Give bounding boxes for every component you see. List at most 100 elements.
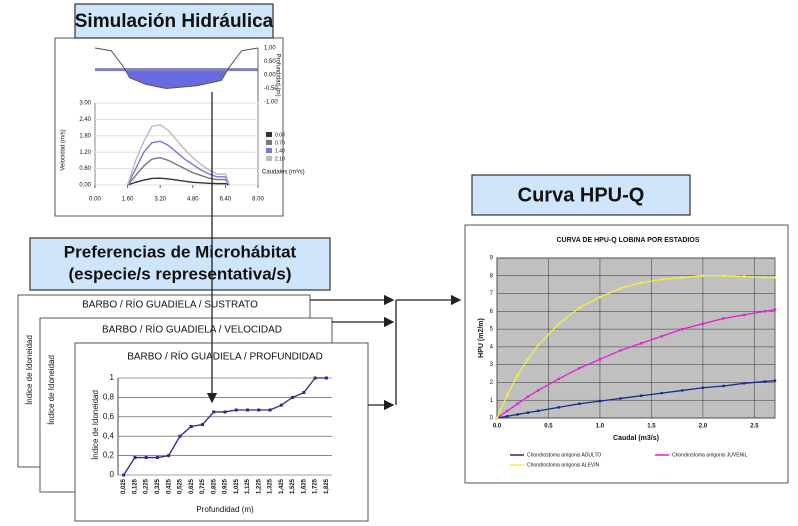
y-tick-label: -0.50 xyxy=(264,86,278,92)
point xyxy=(639,394,643,397)
point xyxy=(557,406,560,409)
x-tick-label: 3.20 xyxy=(154,197,166,203)
point xyxy=(763,276,766,279)
point xyxy=(144,456,148,460)
point xyxy=(598,399,602,403)
chart-title: CURVA DE HPU-Q LOBINA POR ESTADIOS xyxy=(557,237,700,244)
point xyxy=(763,380,766,383)
legend-label: Chondrostoma arrigonis ALEVÍN xyxy=(527,461,600,468)
velocity-line xyxy=(126,124,231,186)
point xyxy=(155,456,159,460)
y-tick-label: -1.00 xyxy=(264,100,278,106)
point xyxy=(516,402,519,405)
point xyxy=(291,395,295,399)
plot-area xyxy=(94,102,259,186)
point xyxy=(619,349,622,352)
point xyxy=(516,374,519,377)
x-tick-label: 0.0 xyxy=(493,424,502,430)
x-tick-label: 6.40 xyxy=(220,197,232,203)
point xyxy=(189,425,193,428)
card-title: BARBO / RÍO GUADIELA / PROFUNDIDAD xyxy=(127,350,323,363)
point xyxy=(598,295,602,299)
x-tick-label: 0,225 xyxy=(144,478,150,494)
y-tick-label: 4 xyxy=(490,344,494,350)
y-tick-label: 0 xyxy=(490,416,494,422)
x-tick-label: 8.00 xyxy=(252,197,264,203)
point xyxy=(773,308,777,311)
legend-swatch xyxy=(266,132,272,137)
y-tick-label: 6 xyxy=(490,309,494,315)
axis-label: Profundidad (m) xyxy=(196,505,254,514)
x-tick-label: 1,625 xyxy=(301,478,307,494)
point xyxy=(506,409,509,413)
y-tick-label: 0 xyxy=(110,470,115,479)
point xyxy=(506,393,509,397)
y-tick-label: 9 xyxy=(490,256,494,262)
point xyxy=(701,274,705,277)
point xyxy=(257,408,261,412)
x-tick-label: 1,325 xyxy=(268,478,274,494)
depth-chart: 0 0,2 0,4 0,6 0,8 1 0,025 0,125 0,225 0,325 0,425 0… xyxy=(103,373,332,514)
y-tick-label: 0,4 xyxy=(103,431,115,440)
point xyxy=(536,409,540,413)
x-tick-label: 0,425 xyxy=(166,478,172,494)
y-tick-label: 1.20 xyxy=(79,150,91,156)
axis-label: Índice de Idoneidad xyxy=(47,355,56,425)
axis-label: Caudal (m3/s) xyxy=(613,435,659,442)
hydraulic-title: Simulación Hidráulica xyxy=(75,11,274,32)
legend-label: 0.70 xyxy=(275,140,285,146)
point xyxy=(536,343,540,347)
point xyxy=(578,367,581,370)
y-tick-label: 1.80 xyxy=(79,133,91,139)
x-tick-label: 0.5 xyxy=(544,424,553,430)
point xyxy=(619,397,622,400)
channel-bed xyxy=(94,47,259,90)
point xyxy=(578,402,581,405)
point xyxy=(681,389,684,392)
point xyxy=(495,416,499,420)
x-tick-label: 0,825 xyxy=(211,478,217,494)
axis-label: Profundidad (m) xyxy=(274,53,280,96)
point xyxy=(619,287,622,290)
point xyxy=(660,278,663,281)
y-tick-label: 0.00 xyxy=(79,183,91,189)
point xyxy=(722,317,725,320)
point xyxy=(122,473,126,477)
y-tick-label: 7 xyxy=(490,291,494,297)
point xyxy=(639,342,643,345)
x-tick-label: 1,825 xyxy=(324,478,330,494)
axis-label: Índice de Idoneidad xyxy=(91,390,100,460)
point xyxy=(212,410,216,414)
hpu-title: Curva HPU-Q xyxy=(518,184,645,206)
y-tick-label: 3.00 xyxy=(79,101,91,107)
title-box xyxy=(29,237,331,291)
point xyxy=(701,386,705,389)
legend-title: Caudales (m³/s) xyxy=(262,170,305,176)
point xyxy=(526,395,530,398)
x-tick-label: 0,525 xyxy=(178,478,184,494)
title-box xyxy=(74,3,274,39)
point xyxy=(742,275,746,278)
point xyxy=(313,376,317,380)
preferences-title: Preferencias de Microhábitat xyxy=(64,242,297,261)
x-tick-label: 0.00 xyxy=(89,197,101,203)
point xyxy=(722,384,725,388)
y-tick-label: 5 xyxy=(490,327,494,333)
velocity-line xyxy=(127,156,231,186)
point xyxy=(557,322,560,325)
y-tick-label: 2 xyxy=(490,380,494,386)
x-tick-label: 1,425 xyxy=(279,478,285,494)
x-tick-label: 0,025 xyxy=(121,478,127,494)
velocity-line xyxy=(127,177,230,186)
point xyxy=(773,276,777,279)
point xyxy=(178,434,182,438)
x-tick-label: 1.5 xyxy=(647,424,656,430)
y-tick-label: 2.40 xyxy=(79,117,91,123)
x-tick-label: 4.80 xyxy=(187,197,199,203)
y-tick-label: 1 xyxy=(110,373,115,382)
y-tick-label: 0.50 xyxy=(264,59,276,65)
point xyxy=(526,358,530,361)
point xyxy=(200,423,204,427)
